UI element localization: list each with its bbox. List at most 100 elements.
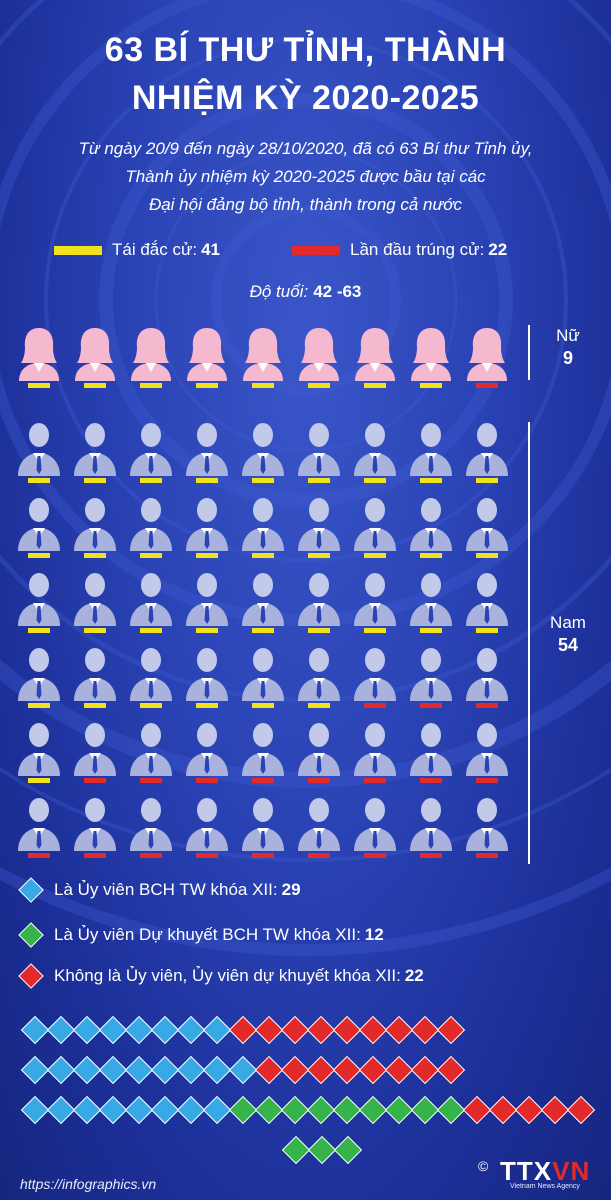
red-diamond-icon (488, 1095, 518, 1125)
male-secretary-figure-icon (352, 495, 398, 561)
male-secretary-figure-icon (464, 795, 510, 861)
blue-diamond-icon (228, 1055, 258, 1085)
title-line-1: 63 BÍ THƯ TỈNH, THÀNH (104, 31, 507, 69)
male-secretary-figure-icon (184, 720, 230, 786)
male-secretary-figure-icon (184, 795, 230, 861)
footer-url: https://infographics.vn (20, 1176, 157, 1192)
red-diamond-icon (410, 1015, 440, 1045)
red-diamond-icon (332, 1015, 362, 1045)
red-diamond-icon (358, 1015, 388, 1045)
male-secretary-figure-icon (72, 420, 118, 486)
first-time-mark (420, 853, 442, 858)
male-secretary-figure-icon (464, 720, 510, 786)
male-secretary-figure-icon (352, 720, 398, 786)
subtitle-line-3: Đại hội đảng bộ tỉnh, thành trong cả nướ… (148, 195, 463, 214)
male-secretary-figure-icon (128, 720, 174, 786)
male-secretary-figure-icon (16, 795, 62, 861)
male-secretary-figure-icon (128, 420, 174, 486)
green-diamond-icon (358, 1095, 388, 1125)
reelected-mark (364, 383, 386, 388)
red-diamond-icon (254, 1015, 284, 1045)
red-diamond-icon (18, 963, 44, 989)
red-legend-bar (292, 245, 340, 255)
age-label: Độ tuổi: (249, 282, 309, 301)
legend-first-label: Lần đầu trúng cử: (350, 240, 485, 259)
female-secretary-figure-icon (184, 325, 230, 391)
first-time-mark (84, 853, 106, 858)
male-secretary-figure-icon (184, 645, 230, 711)
blue-diamond-icon (98, 1095, 128, 1125)
blue-diamond-icon (98, 1015, 128, 1045)
red-diamond-icon (410, 1055, 440, 1085)
red-diamond-icon (540, 1095, 570, 1125)
green-diamond-icon (254, 1095, 284, 1125)
male-secretary-figure-icon (72, 795, 118, 861)
red-diamond-icon (384, 1015, 414, 1045)
male-secretary-figure-icon (464, 420, 510, 486)
green-diamond-icon (332, 1095, 362, 1125)
red-diamond-icon (436, 1055, 466, 1085)
red-diamond-icon (228, 1015, 258, 1045)
blue-diamond-icon (20, 1055, 50, 1085)
male-secretary-figure-icon (352, 645, 398, 711)
first-time-mark (420, 703, 442, 708)
green-diamond-icon (306, 1095, 336, 1125)
reelected-mark (252, 553, 274, 558)
green-diamond-icon (18, 922, 44, 948)
green-diamond-icon (228, 1095, 258, 1125)
female-secretary-figure-icon (240, 325, 286, 391)
reelected-mark (140, 628, 162, 633)
reelected-mark (84, 383, 106, 388)
first-time-mark (196, 778, 218, 783)
green-diamond-icon (410, 1095, 440, 1125)
first-time-mark (28, 853, 50, 858)
reelected-mark (84, 478, 106, 483)
blue-diamond-icon (46, 1095, 76, 1125)
red-diamond-icon (280, 1055, 310, 1085)
category-none: Không là Ủy viên, Ủy viên dự khuyết khóa… (18, 963, 424, 989)
green-diamond-icon (333, 1135, 363, 1165)
male-secretary-figure-icon (240, 495, 286, 561)
male-secretary-figure-icon (296, 795, 342, 861)
red-diamond-icon (254, 1055, 284, 1085)
male-secretary-figure-icon (296, 420, 342, 486)
legend-first-time: Lần đầu trúng cử: 22 (292, 240, 507, 260)
reelected-mark (28, 628, 50, 633)
reelected-mark (364, 628, 386, 633)
reelected-mark (308, 628, 330, 633)
reelected-mark (28, 703, 50, 708)
blue-diamond-icon (150, 1015, 180, 1045)
reelected-mark (196, 628, 218, 633)
first-time-mark (476, 853, 498, 858)
male-secretary-figure-icon (184, 420, 230, 486)
female-secretary-figure-icon (352, 325, 398, 391)
male-secretary-figure-icon (128, 495, 174, 561)
male-secretary-figure-icon (184, 495, 230, 561)
blue-diamond-icon (150, 1095, 180, 1125)
male-secretary-figure-icon (464, 645, 510, 711)
legend-reelected-label: Tái đắc cử: (112, 240, 198, 259)
male-secretary-figure-icon (408, 420, 454, 486)
male-secretary-figure-icon (296, 495, 342, 561)
blue-diamond-icon (20, 1095, 50, 1125)
reelected-mark (84, 703, 106, 708)
blue-diamond-icon (46, 1015, 76, 1045)
male-secretary-figure-icon (16, 570, 62, 636)
male-secretary-figure-icon (16, 645, 62, 711)
reelected-mark (252, 628, 274, 633)
category-none-label: Không là Ủy viên, Ủy viên dự khuyết khóa… (54, 966, 401, 985)
red-diamond-icon (306, 1055, 336, 1085)
male-secretary-figure-icon (240, 420, 286, 486)
green-diamond-icon (436, 1095, 466, 1125)
legend-first-value: 22 (488, 240, 508, 259)
first-time-mark (140, 853, 162, 858)
copyright-symbol: © (478, 1158, 489, 1174)
male-secretary-figure-icon (464, 570, 510, 636)
subtitle-line-1: Từ ngày 20/9 đến ngày 28/10/2020, đã có … (78, 139, 533, 158)
reelected-mark (308, 478, 330, 483)
female-count: Nữ 9 (523, 325, 611, 369)
male-bracket-line (528, 422, 530, 864)
blue-diamond-icon (72, 1095, 102, 1125)
ttxvn-logo: © TTXVN Vietnam News Agency (478, 1156, 598, 1194)
first-time-mark (476, 383, 498, 388)
